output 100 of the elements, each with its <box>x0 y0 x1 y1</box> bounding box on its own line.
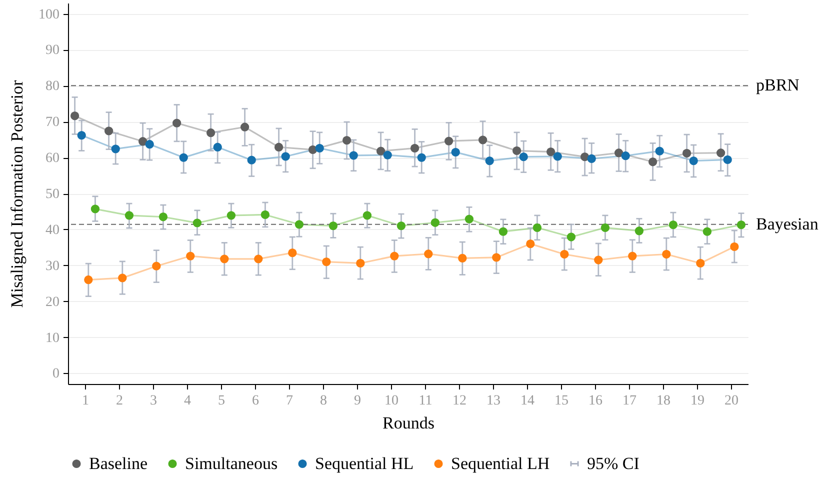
point <box>152 262 161 270</box>
point <box>580 152 590 162</box>
point <box>430 218 440 227</box>
point <box>294 220 304 229</box>
x-tick-label: 2 <box>116 394 123 408</box>
y-tick-label: 30 <box>46 258 60 274</box>
point <box>621 151 630 160</box>
x-tick-label: 18 <box>656 394 670 408</box>
x-tick-label: 16 <box>588 394 602 408</box>
point <box>458 254 467 263</box>
x-tick-label: 12 <box>452 394 466 408</box>
point <box>390 252 399 260</box>
point <box>689 156 698 166</box>
point <box>145 140 154 149</box>
x-tick-label: 5 <box>218 394 225 408</box>
point <box>519 152 528 162</box>
point <box>464 214 474 224</box>
point <box>553 152 562 161</box>
y-tick-label: 70 <box>46 115 60 130</box>
legend-label: Simultaneous <box>185 454 278 473</box>
point <box>349 151 358 160</box>
point <box>322 257 331 266</box>
point <box>192 218 202 228</box>
point <box>362 211 372 220</box>
point <box>281 152 290 161</box>
point <box>260 210 270 220</box>
point <box>723 155 732 164</box>
point <box>274 142 284 152</box>
point <box>696 258 705 268</box>
point <box>70 112 80 120</box>
point <box>328 222 338 230</box>
point <box>124 211 134 220</box>
point <box>111 144 120 154</box>
point <box>546 147 556 156</box>
point <box>342 136 352 145</box>
y-tick-label: 0 <box>52 366 60 382</box>
point <box>655 146 664 156</box>
point <box>730 242 739 252</box>
point <box>315 144 324 153</box>
x-tick-label: 9 <box>354 394 361 408</box>
legend-label: Sequential LH <box>451 454 550 473</box>
legend-label: Sequential HL <box>315 454 414 473</box>
point <box>634 226 644 236</box>
ref-line-label: pBRN <box>756 76 800 95</box>
x-tick-label: 7 <box>286 394 293 408</box>
x-axis-title: Rounds <box>382 414 434 432</box>
point <box>179 153 188 162</box>
point <box>492 253 501 262</box>
point <box>356 258 365 268</box>
x-tick-label: 4 <box>184 394 191 408</box>
point <box>186 252 195 260</box>
point <box>417 153 426 162</box>
point <box>220 254 229 264</box>
point <box>226 211 236 220</box>
point <box>668 220 678 230</box>
point <box>628 252 637 260</box>
point <box>702 227 712 236</box>
point <box>396 222 406 230</box>
point <box>240 122 250 132</box>
point <box>90 204 100 214</box>
legend-label: Baseline <box>89 454 148 473</box>
y-tick-label: 20 <box>46 294 60 310</box>
point <box>424 250 433 258</box>
point <box>600 223 610 232</box>
y-tick-label: 50 <box>46 187 60 202</box>
x-tick-label: 17 <box>622 394 636 408</box>
point <box>532 223 542 232</box>
point <box>526 240 535 248</box>
point <box>410 144 420 153</box>
point <box>172 118 182 128</box>
point <box>736 220 746 230</box>
point <box>84 275 93 284</box>
y-tick-label: 90 <box>46 43 60 58</box>
x-tick-label: 11 <box>418 394 432 408</box>
point <box>587 154 596 163</box>
point <box>376 146 386 156</box>
x-tick-label: 20 <box>724 394 738 408</box>
point <box>118 274 127 282</box>
point <box>498 227 508 236</box>
point <box>213 142 222 152</box>
x-tick-label: 15 <box>554 394 568 408</box>
point <box>648 158 658 166</box>
point <box>512 146 522 156</box>
x-tick-label: 6 <box>252 394 259 408</box>
point <box>383 150 392 160</box>
point <box>662 250 671 259</box>
x-tick-label: 1 <box>82 394 89 408</box>
point <box>560 250 569 259</box>
point <box>485 156 494 166</box>
y-tick-label: 40 <box>46 222 60 238</box>
point <box>254 254 263 264</box>
point <box>77 130 86 140</box>
point <box>566 232 576 242</box>
point <box>158 212 168 222</box>
point <box>614 148 624 158</box>
point <box>594 256 603 264</box>
point <box>104 126 114 136</box>
text: 95% CI <box>587 454 640 473</box>
point <box>247 156 256 164</box>
point <box>206 128 216 138</box>
